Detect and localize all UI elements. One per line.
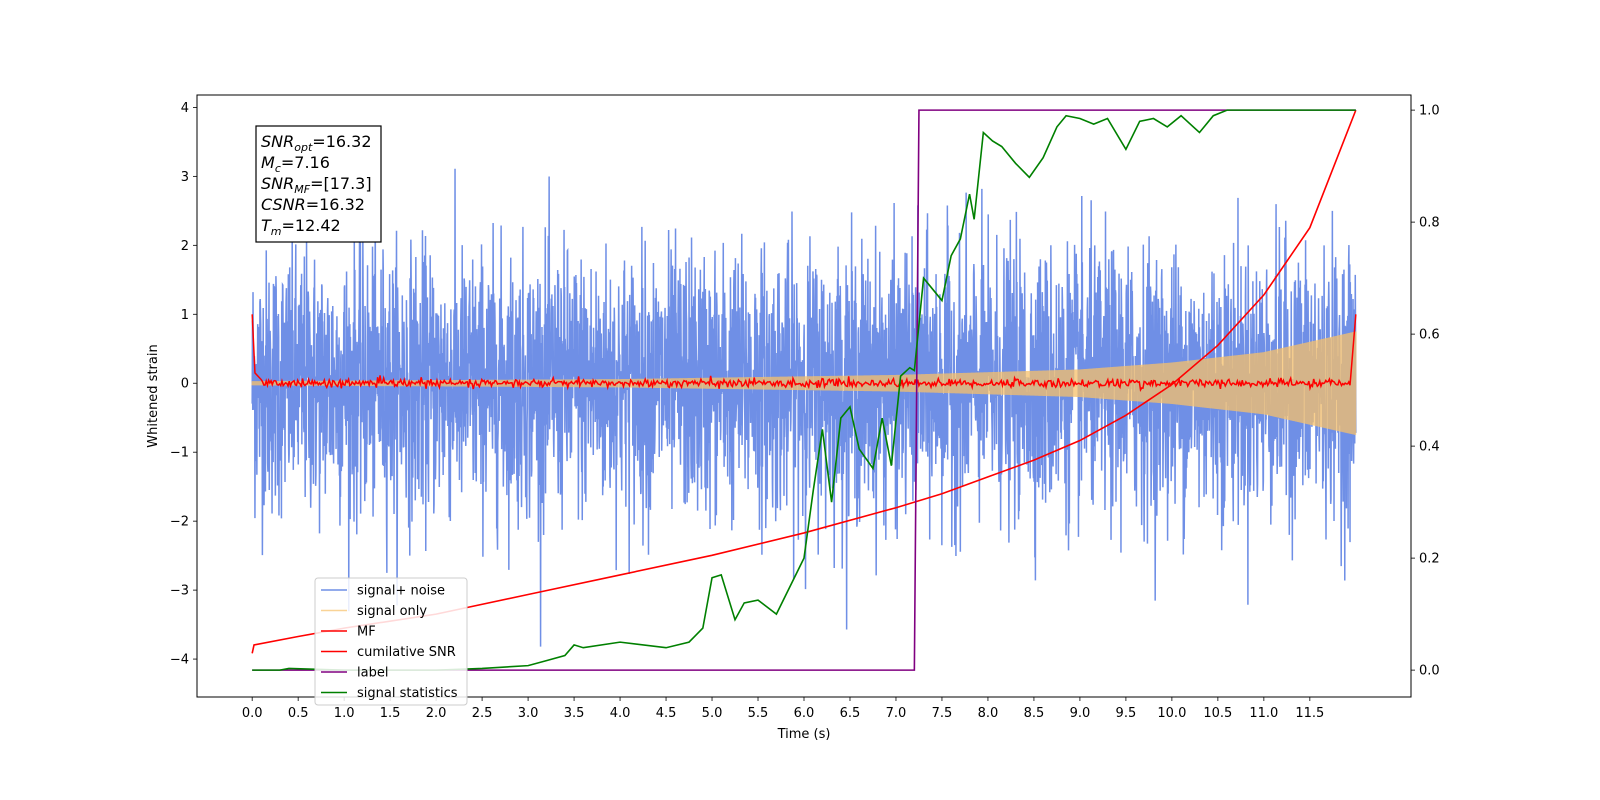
y-tick-label: −3 — [170, 584, 189, 599]
x-tick-label: 0.0 — [242, 706, 263, 721]
x-tick-label: 5.5 — [748, 706, 769, 721]
x-tick-label: 9.5 — [1116, 706, 1137, 721]
legend-label: cumilative SNR — [357, 645, 456, 660]
mf-layer — [251, 314, 1357, 393]
legend-box — [314, 577, 468, 706]
x-tick-label: 9.0 — [1070, 706, 1091, 721]
x-tick-label: 2.5 — [472, 706, 493, 721]
y-axis-ticks: 4 3 2 1 0 −1 −2 −3 −4 — [170, 101, 197, 668]
x-tick-label: 4.5 — [656, 706, 677, 721]
y-tick-label: −2 — [170, 515, 189, 530]
signal-noise-line — [251, 168, 1357, 647]
x-tick-label: 8.5 — [1024, 706, 1045, 721]
x-tick-label: 10.0 — [1157, 706, 1186, 721]
x-tick-label: 7.5 — [932, 706, 953, 721]
x-tick-label: 1.0 — [334, 706, 355, 721]
legend-label: signal only — [357, 604, 427, 619]
x-tick-label: 6.5 — [840, 706, 861, 721]
x-tick-label: 5.0 — [702, 706, 723, 721]
y2-tick-label: 0.4 — [1419, 440, 1440, 455]
x-tick-label: 1.5 — [380, 706, 401, 721]
annotation-line: CSNR=16.32 — [261, 195, 365, 214]
legend-item: label — [321, 666, 388, 681]
label-line — [252, 109, 1356, 671]
legend-item: signal only — [321, 604, 427, 619]
y-axis-label: Whitened strain — [146, 344, 161, 447]
x-tick-label: 11.0 — [1249, 706, 1278, 721]
y-tick-label: 0 — [181, 377, 189, 392]
signal-noise-layer — [251, 168, 1357, 647]
legend-label: MF — [357, 625, 376, 640]
x-tick-label: 4.0 — [610, 706, 631, 721]
y2-tick-label: 0.2 — [1419, 552, 1440, 567]
legend-item: signal statistics — [321, 686, 458, 701]
x-tick-label: 0.5 — [288, 706, 309, 721]
y2-tick-label: 0.8 — [1419, 216, 1440, 231]
x-axis-label: Time (s) — [777, 727, 831, 742]
mf-line — [251, 314, 1357, 393]
legend-label: label — [357, 666, 388, 681]
stats-annotation-box: SNRopt=16.32Mc=7.16SNRMF=[17.3]CSNR=16.3… — [255, 125, 382, 243]
annotation-line: Tm=12.42 — [261, 216, 341, 238]
signal-statistics-line — [252, 109, 1356, 671]
legend-label: signal statistics — [357, 686, 458, 701]
y-tick-label: 4 — [181, 101, 189, 116]
x-axis-ticks: 0.0 0.5 1.0 1.5 2.0 2.5 3.0 3.5 4.0 4.5 5.0 5.5 6.0 6… — [242, 697, 1324, 721]
annotation-line: Mc=7.16 — [261, 153, 330, 175]
y2-tick-label: 0.6 — [1419, 328, 1440, 343]
y-tick-label: −1 — [170, 446, 189, 461]
legend-item: MF — [321, 625, 376, 640]
annotation-box-border — [255, 125, 382, 243]
x-tick-label: 11.5 — [1295, 706, 1324, 721]
y2-tick-label: 1.0 — [1419, 104, 1440, 119]
annotation-line: SNRopt=16.32 — [261, 132, 372, 154]
annotation-line: SNRMF=[17.3] — [261, 174, 372, 196]
legend-item: cumilative SNR — [321, 645, 456, 660]
legend-label: signal+ noise — [357, 584, 445, 599]
x-tick-label: 8.0 — [978, 706, 999, 721]
y2-tick-label: 0.0 — [1419, 664, 1440, 679]
x-tick-label: 3.0 — [518, 706, 539, 721]
y-tick-label: 2 — [181, 239, 189, 254]
x-tick-label: 2.0 — [426, 706, 447, 721]
x-tick-label: 10.5 — [1203, 706, 1232, 721]
legend-item: signal+ noise — [321, 584, 445, 599]
y-tick-label: 3 — [181, 170, 189, 185]
y2-axis-ticks: 1.0 0.8 0.6 0.4 0.2 0.0 — [1411, 104, 1440, 679]
legend: signal+ noise signal only MF cumilative SNR… — [314, 577, 468, 706]
y-tick-label: 1 — [181, 308, 189, 323]
x-tick-label: 7.0 — [886, 706, 907, 721]
y-tick-label: −4 — [170, 653, 189, 668]
x-tick-label: 6.0 — [794, 706, 815, 721]
x-tick-label: 3.5 — [564, 706, 585, 721]
